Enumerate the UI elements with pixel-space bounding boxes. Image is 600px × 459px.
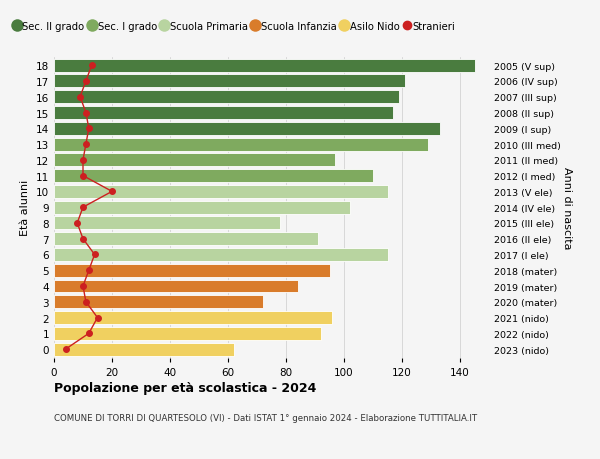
Bar bbox=[54, 185, 388, 198]
Bar bbox=[54, 280, 298, 293]
Bar bbox=[54, 311, 332, 325]
Bar bbox=[54, 123, 440, 135]
Y-axis label: Età alunni: Età alunni bbox=[20, 179, 31, 236]
Bar bbox=[54, 327, 321, 340]
Bar bbox=[54, 233, 318, 246]
Bar bbox=[54, 75, 405, 88]
Bar bbox=[54, 170, 373, 183]
Bar bbox=[54, 60, 475, 73]
Bar bbox=[54, 201, 350, 214]
Bar bbox=[54, 91, 399, 104]
Bar bbox=[54, 107, 394, 120]
Bar bbox=[54, 138, 428, 151]
Bar bbox=[54, 248, 388, 261]
Text: COMUNE DI TORRI DI QUARTESOLO (VI) - Dati ISTAT 1° gennaio 2024 - Elaborazione T: COMUNE DI TORRI DI QUARTESOLO (VI) - Dat… bbox=[54, 413, 477, 422]
Bar bbox=[54, 343, 234, 356]
Legend: Sec. II grado, Sec. I grado, Scuola Primaria, Scuola Infanzia, Asilo Nido, Stran: Sec. II grado, Sec. I grado, Scuola Prim… bbox=[11, 18, 459, 36]
Y-axis label: Anni di nascita: Anni di nascita bbox=[562, 167, 572, 249]
Bar bbox=[54, 296, 263, 308]
Bar bbox=[54, 154, 335, 167]
Bar bbox=[54, 264, 329, 277]
Text: Popolazione per età scolastica - 2024: Popolazione per età scolastica - 2024 bbox=[54, 381, 316, 394]
Bar bbox=[54, 217, 280, 230]
